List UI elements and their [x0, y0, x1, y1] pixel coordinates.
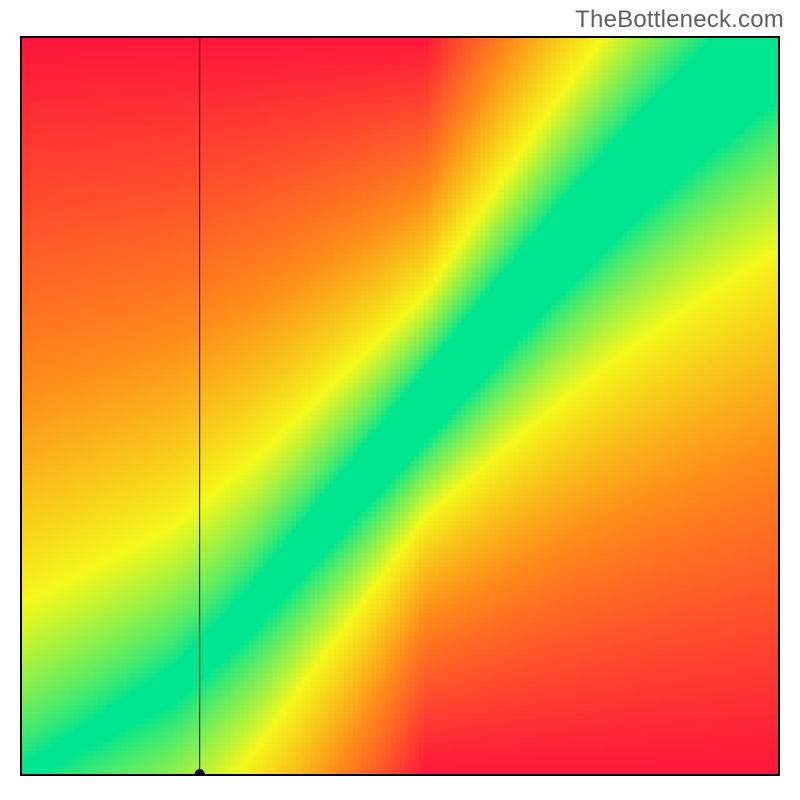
- heatmap-canvas: [22, 38, 778, 774]
- root: TheBottleneck.com: [0, 0, 800, 800]
- attribution-text: TheBottleneck.com: [575, 6, 784, 34]
- plot-frame: [20, 36, 780, 776]
